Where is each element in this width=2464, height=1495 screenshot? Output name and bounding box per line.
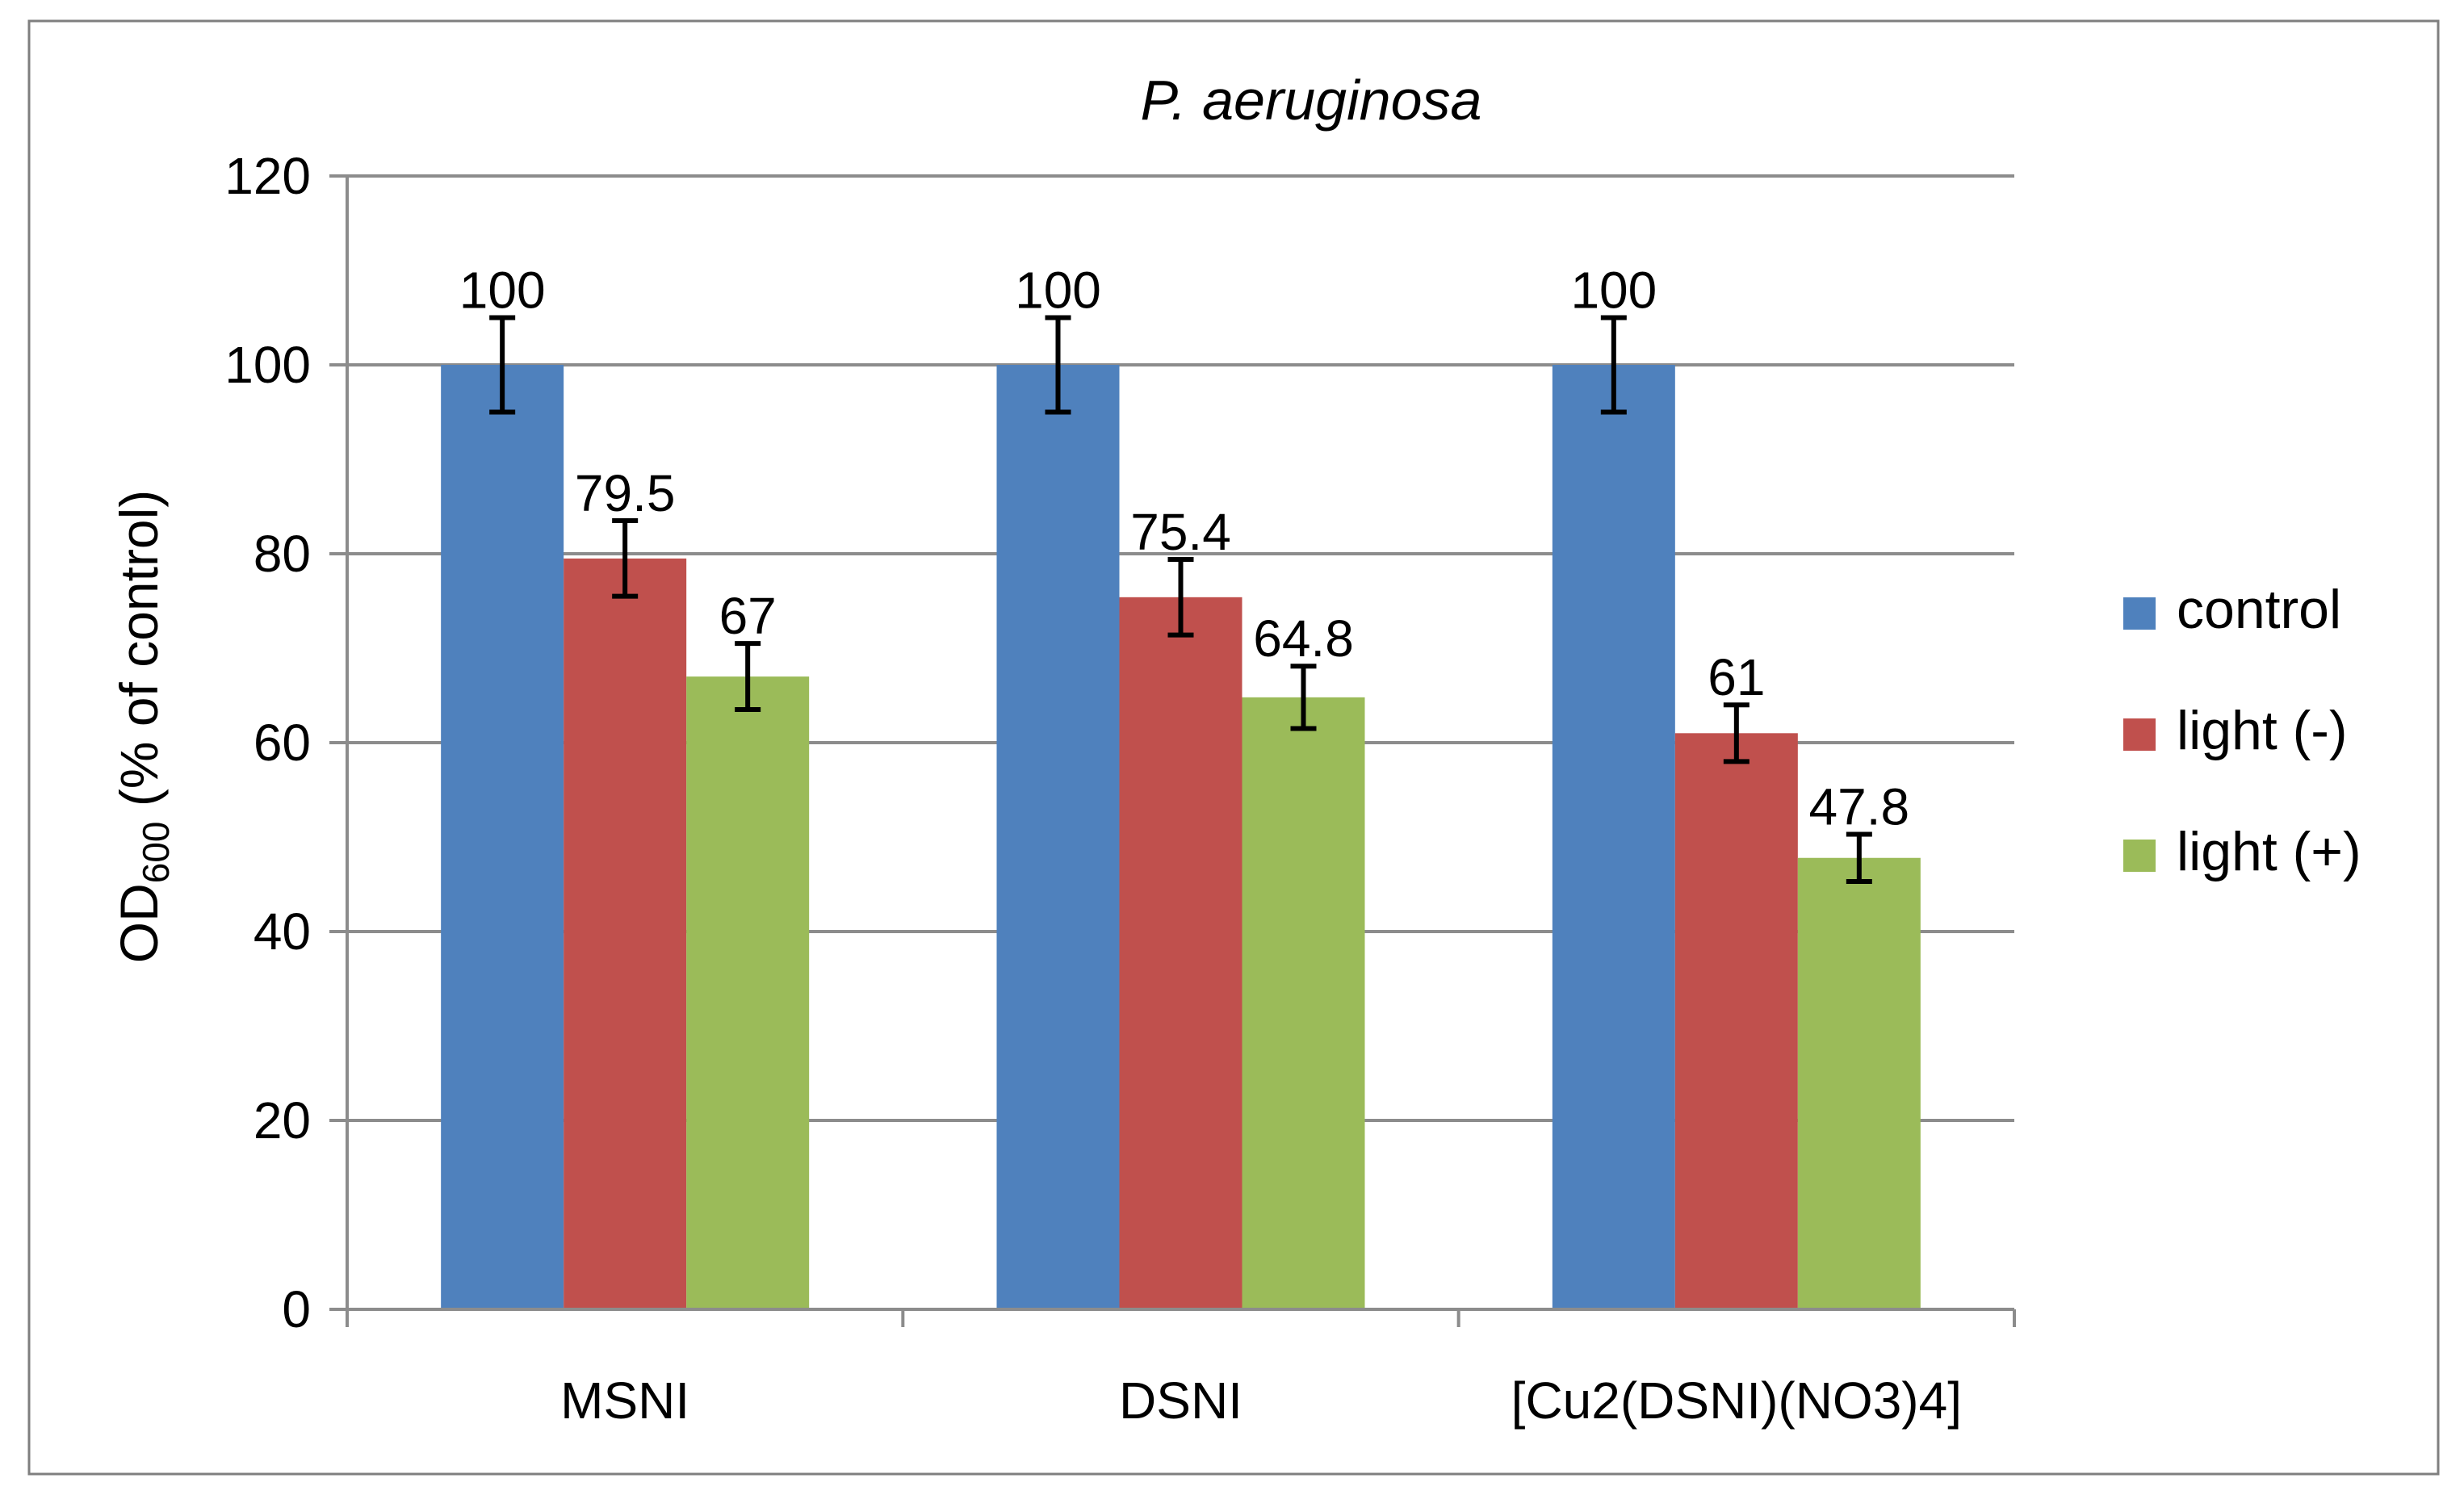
bar-light--0 — [686, 676, 810, 1309]
bar-light--1 — [1242, 697, 1365, 1309]
y-axis-label: OD600 (% of control) — [109, 490, 177, 964]
y-tick-label-100: 100 — [224, 336, 311, 394]
legend-label-1: light (-) — [2177, 700, 2348, 761]
x-tick-label-1: DSNI — [1119, 1371, 1242, 1430]
legend-label-2: light (+) — [2177, 821, 2361, 882]
legend: control light (-) light (+) — [2123, 579, 2361, 882]
bars — [441, 315, 1921, 1309]
chart-title: P. aeruginosa — [1141, 69, 1482, 132]
data-label-2-1: 64.8 — [1253, 609, 1354, 668]
y-tick-label-40: 40 — [254, 902, 311, 961]
y-tick-label-0: 0 — [282, 1280, 311, 1338]
axes: 0 20 40 60 80 100 120 MSNI DSNI [Cu2(DSNI)(NO3)4] — [224, 147, 2016, 1430]
legend-swatch-1 — [2123, 718, 2156, 751]
data-label-1-0: 79.5 — [575, 464, 676, 522]
bar-light--2 — [1797, 857, 1921, 1309]
legend-swatch-2 — [2123, 840, 2156, 872]
data-label-2-2: 47.8 — [1809, 777, 1910, 835]
legend-swatch-0 — [2123, 597, 2156, 630]
data-label-1-2: 61 — [1708, 648, 1765, 706]
bar-light--0 — [564, 558, 687, 1309]
bar-control-1 — [996, 365, 1120, 1309]
data-label-0-0: 100 — [459, 262, 546, 320]
bar-light--1 — [1119, 597, 1242, 1309]
x-tick-label-2: [Cu2(DSNI)(NO3)4] — [1511, 1371, 1962, 1430]
y-tick-label-60: 60 — [254, 714, 311, 772]
legend-label-0: control — [2177, 579, 2341, 640]
y-axis-label-rest: (% of control) — [109, 490, 169, 822]
data-label-0-1: 100 — [1015, 262, 1101, 320]
bar-control-0 — [441, 365, 564, 1309]
data-label-1-1: 75.4 — [1130, 503, 1231, 561]
bar-control-2 — [1552, 365, 1675, 1309]
data-label-0-2: 100 — [1570, 262, 1657, 320]
y-tick-label-20: 20 — [254, 1091, 311, 1150]
bar-light--2 — [1674, 733, 1798, 1309]
y-axis-label-subscript: 600 — [135, 822, 177, 884]
y-tick-label-80: 80 — [254, 525, 311, 583]
y-axis-label-main: OD — [109, 883, 169, 963]
x-tick-label-0: MSNI — [560, 1371, 689, 1430]
y-tick-label-120: 120 — [224, 147, 311, 205]
data-label-2-0: 67 — [719, 587, 777, 645]
data-labels: 100 79.5 67 100 75.4 64.8 100 61 47.8 — [459, 262, 1909, 836]
